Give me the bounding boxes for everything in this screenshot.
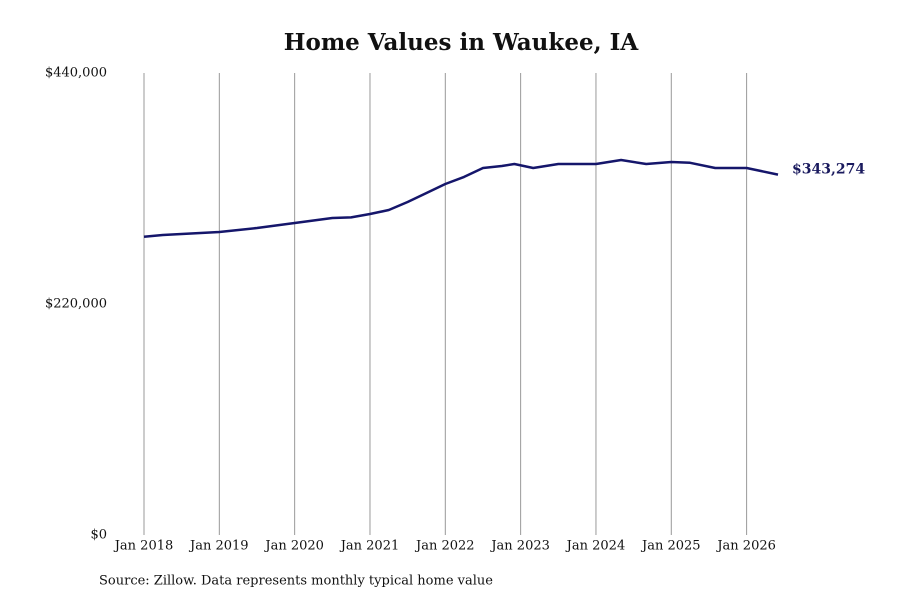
y-tick-label: $440,000: [45, 66, 107, 81]
x-tick-label: Jan 2021: [339, 539, 400, 554]
x-tick-label: Jan 2019: [188, 539, 249, 554]
line-series: [143, 158, 779, 239]
chart-title: Home Values in Waukee, IA: [284, 29, 640, 56]
x-tick-label: Jan 2023: [489, 539, 550, 554]
x-tick-label: Jan 2022: [414, 539, 475, 554]
y-tick-label: $220,000: [45, 297, 107, 312]
x-tick-label: Jan 2025: [640, 539, 701, 554]
y-tick-label: $0: [90, 528, 107, 543]
x-tick-label: Jan 2020: [263, 539, 324, 554]
source-note: Source: Zillow. Data represents monthly …: [99, 574, 493, 589]
end-value-label: $343,274: [792, 162, 865, 178]
x-tick-label: Jan 2026: [715, 539, 776, 554]
x-tick-label: Jan 2024: [565, 539, 626, 554]
x-tick-label: Jan 2018: [113, 539, 174, 554]
